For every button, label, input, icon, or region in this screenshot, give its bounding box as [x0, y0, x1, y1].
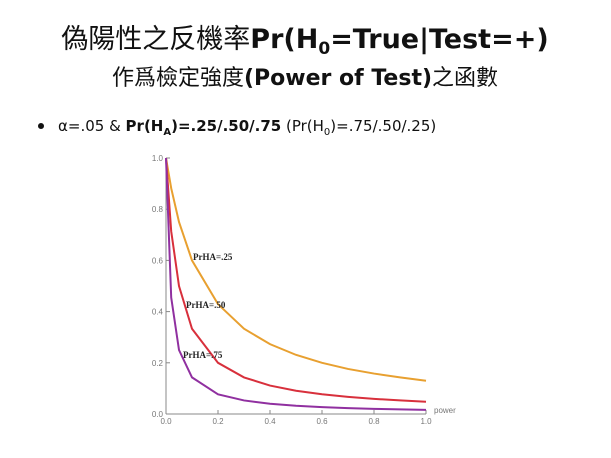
- title-rest: =True|Test=+): [330, 24, 549, 55]
- subtitle-prefix: 作爲檢定強度: [112, 66, 244, 91]
- x-tick-label: 0.0: [160, 417, 172, 426]
- title-sub: 0: [318, 39, 330, 59]
- x-tick-label: 1.0: [420, 417, 432, 426]
- bullet-b: Pr(H: [126, 117, 164, 135]
- bullet-sub-a: A: [163, 127, 171, 138]
- series-label: PrHA=.50: [186, 300, 226, 310]
- y-tick-label: 0.6: [152, 256, 164, 265]
- chart: 0.00.20.40.60.81.00.0 0.2 0.4 0.6 0.8 1.0powe…: [152, 154, 456, 426]
- bullet-e: )=.75/.50/.25): [330, 117, 436, 135]
- y-tick-label: 0.4: [152, 308, 164, 317]
- bullet-c: )=.25/.50/.75: [171, 117, 281, 135]
- series-line: [165, 157, 427, 411]
- x-tick-label: 0.8: [368, 417, 380, 426]
- title-main: Pr(H: [250, 24, 318, 55]
- x-tick-label: 0.2: [212, 417, 224, 426]
- subtitle: 作爲檢定強度(Power of Test)之函數: [112, 66, 498, 91]
- y-tick-label: 0.2: [152, 359, 164, 368]
- bullet-d: (Pr(H: [281, 117, 324, 135]
- bullet: [38, 123, 44, 129]
- bullet-sub-0: 0: [324, 127, 330, 138]
- series-label: PrHA=.75: [183, 350, 223, 360]
- y-tick-label: 0.0: [152, 410, 164, 419]
- bullet-text: α=.05 & Pr(HA)=.25/.50/.75 (Pr(H0)=.75/.…: [58, 117, 436, 138]
- y-tick-label: 1.0: [152, 154, 164, 163]
- x-axis-label: power: [434, 406, 456, 415]
- title-prefix: 偽陽性之反機率: [61, 24, 250, 55]
- series-line: [165, 157, 427, 403]
- x-tick-label: 0.6: [316, 417, 328, 426]
- series-line: [165, 157, 427, 382]
- subtitle-main: (Power of Test): [244, 66, 432, 91]
- subtitle-suffix: 之函數: [432, 66, 498, 91]
- series-label: PrHA=.25: [193, 252, 233, 262]
- bullet-a: α=.05 &: [58, 117, 126, 135]
- title: 偽陽性之反機率Pr(H0=True|Test=+): [61, 24, 548, 59]
- y-tick-label: 0.8: [152, 205, 164, 214]
- x-tick-label: 0.4: [264, 417, 276, 426]
